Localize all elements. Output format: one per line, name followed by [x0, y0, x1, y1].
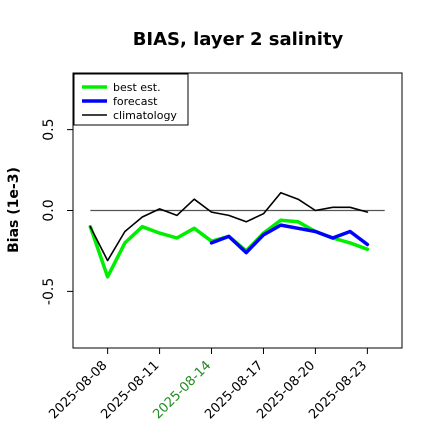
series-line-climatology — [89, 191, 369, 262]
y-tick-label: -0.5 — [41, 278, 57, 305]
legend-label: climatology — [113, 109, 177, 122]
chart-title: BIAS, layer 2 salinity — [133, 29, 344, 50]
legend-label: best est. — [113, 81, 161, 94]
y-axis: -0.5 0.0 0.5 — [41, 118, 73, 305]
series-line-forecast — [209, 223, 370, 255]
y-axis-label: Bias (1e-3) — [6, 167, 22, 253]
y-tick-label: 0.0 — [41, 199, 57, 221]
series-line-best-est — [88, 218, 370, 279]
legend-label: forecast — [113, 95, 158, 108]
series-layer — [88, 191, 370, 279]
x-axis: 2025-08-082025-08-112025-08-142025-08-17… — [46, 348, 370, 422]
y-tick-label: 0.5 — [41, 118, 57, 140]
